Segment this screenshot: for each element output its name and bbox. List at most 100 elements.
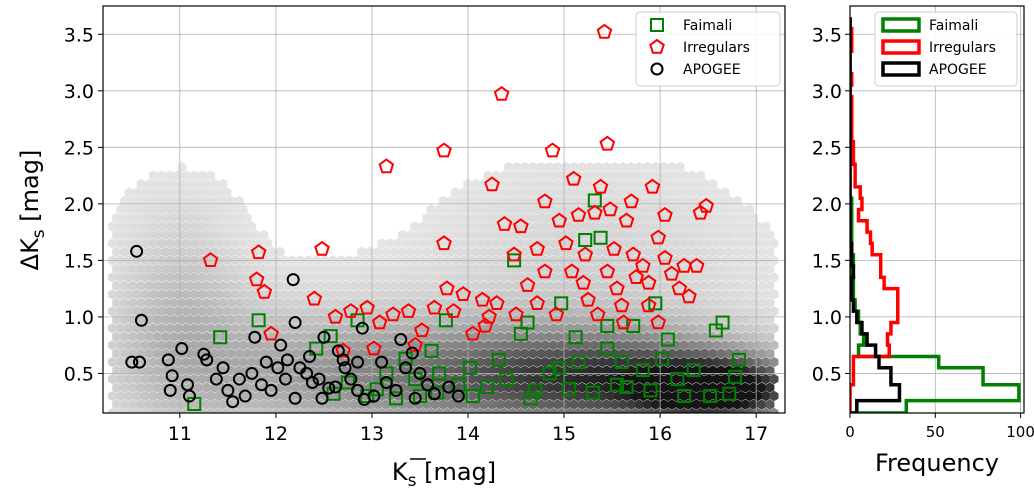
density-hex bbox=[569, 331, 579, 342]
density-hex bbox=[197, 187, 207, 198]
density-hex bbox=[483, 407, 493, 413]
point-faimali bbox=[523, 391, 538, 406]
density-hex bbox=[242, 348, 252, 359]
density-hex bbox=[704, 356, 714, 368]
density-hex bbox=[153, 348, 162, 359]
density-hex bbox=[630, 407, 640, 413]
density-hex bbox=[218, 331, 228, 342]
density-hex bbox=[745, 272, 754, 283]
density-hex bbox=[287, 340, 297, 351]
density-hex bbox=[732, 246, 742, 258]
density-hex bbox=[202, 280, 211, 291]
density-hex bbox=[132, 187, 142, 198]
density-hex bbox=[724, 246, 734, 258]
density-hex bbox=[214, 221, 224, 232]
density-hex bbox=[769, 272, 779, 283]
density-hex bbox=[230, 306, 240, 317]
density-hex bbox=[618, 331, 628, 342]
density-hex bbox=[340, 399, 350, 410]
density-hex bbox=[704, 373, 714, 385]
density-hex bbox=[189, 306, 199, 317]
density-hex bbox=[761, 238, 771, 249]
density-hex bbox=[606, 170, 616, 181]
density-hex bbox=[622, 407, 632, 413]
density-hex bbox=[136, 263, 146, 275]
density-hex bbox=[728, 204, 738, 215]
density-hex bbox=[234, 212, 244, 224]
density-hex bbox=[740, 246, 750, 258]
density-hex bbox=[136, 297, 146, 308]
density-hex bbox=[263, 356, 273, 368]
density-hex bbox=[275, 246, 285, 258]
point-irregulars bbox=[436, 142, 452, 158]
density-hex bbox=[165, 289, 175, 300]
point-faimali bbox=[571, 355, 586, 370]
density-hex bbox=[148, 306, 158, 317]
density-hex bbox=[144, 246, 154, 258]
density-hex bbox=[663, 306, 673, 317]
density-hex bbox=[606, 407, 616, 413]
density-hex bbox=[667, 229, 677, 241]
density-hex bbox=[667, 399, 677, 410]
density-hex bbox=[500, 306, 509, 317]
density-hex bbox=[475, 272, 485, 283]
density-hex bbox=[532, 221, 542, 232]
point-apogee bbox=[328, 380, 342, 394]
density-hex bbox=[634, 161, 644, 173]
point-irregulars bbox=[506, 246, 522, 262]
density-hex bbox=[720, 306, 730, 317]
density-hex bbox=[357, 297, 367, 308]
density-hex bbox=[487, 399, 497, 410]
density-hex bbox=[116, 407, 126, 413]
density-hex bbox=[577, 263, 587, 275]
density-hex bbox=[728, 306, 738, 317]
density-hex bbox=[602, 297, 612, 308]
density-hex bbox=[357, 246, 367, 258]
side-x-tick-label: 100 bbox=[1006, 423, 1034, 441]
point-faimali bbox=[388, 391, 403, 406]
point-irregulars bbox=[628, 269, 644, 284]
main-legend-marker-irregulars bbox=[649, 38, 665, 54]
point-irregulars bbox=[250, 244, 267, 260]
point-irregulars bbox=[671, 280, 688, 296]
density-hex bbox=[508, 407, 518, 413]
density-hex bbox=[181, 238, 191, 249]
point-faimali bbox=[528, 383, 543, 398]
density-hex bbox=[414, 263, 424, 275]
density-hex bbox=[610, 229, 620, 241]
density-hex bbox=[753, 323, 763, 334]
density-hex bbox=[638, 170, 648, 181]
point-faimali bbox=[499, 372, 514, 387]
density-hex bbox=[487, 229, 497, 241]
density-hex bbox=[524, 187, 534, 198]
density-hex bbox=[132, 221, 142, 232]
density-hex bbox=[263, 272, 273, 283]
density-hex bbox=[132, 340, 142, 351]
density-hex bbox=[242, 246, 252, 258]
density-hex bbox=[638, 407, 648, 413]
point-apogee bbox=[130, 244, 144, 258]
density-hex bbox=[487, 246, 497, 258]
density-hex bbox=[398, 280, 407, 291]
density-hex bbox=[148, 407, 158, 413]
main-y-tick-label: 3.0 bbox=[64, 81, 94, 103]
density-hex bbox=[169, 331, 179, 342]
density-hex bbox=[508, 204, 518, 215]
density-hex bbox=[230, 323, 240, 334]
density-hex bbox=[226, 212, 236, 224]
side-y-tick-label: 1.0 bbox=[812, 307, 842, 329]
density-hex bbox=[569, 246, 579, 258]
density-hex bbox=[128, 382, 138, 393]
density-hex bbox=[553, 263, 563, 275]
density-hex bbox=[720, 289, 730, 300]
density-hex bbox=[193, 382, 203, 393]
density-hex bbox=[740, 331, 750, 342]
density-hex bbox=[483, 272, 493, 283]
density-hex bbox=[549, 170, 558, 181]
density-hex bbox=[189, 272, 199, 283]
density-hex bbox=[491, 356, 501, 368]
density-hex bbox=[189, 356, 199, 368]
point-irregulars bbox=[537, 263, 553, 279]
density-hex bbox=[185, 246, 195, 258]
density-hex bbox=[581, 323, 591, 334]
